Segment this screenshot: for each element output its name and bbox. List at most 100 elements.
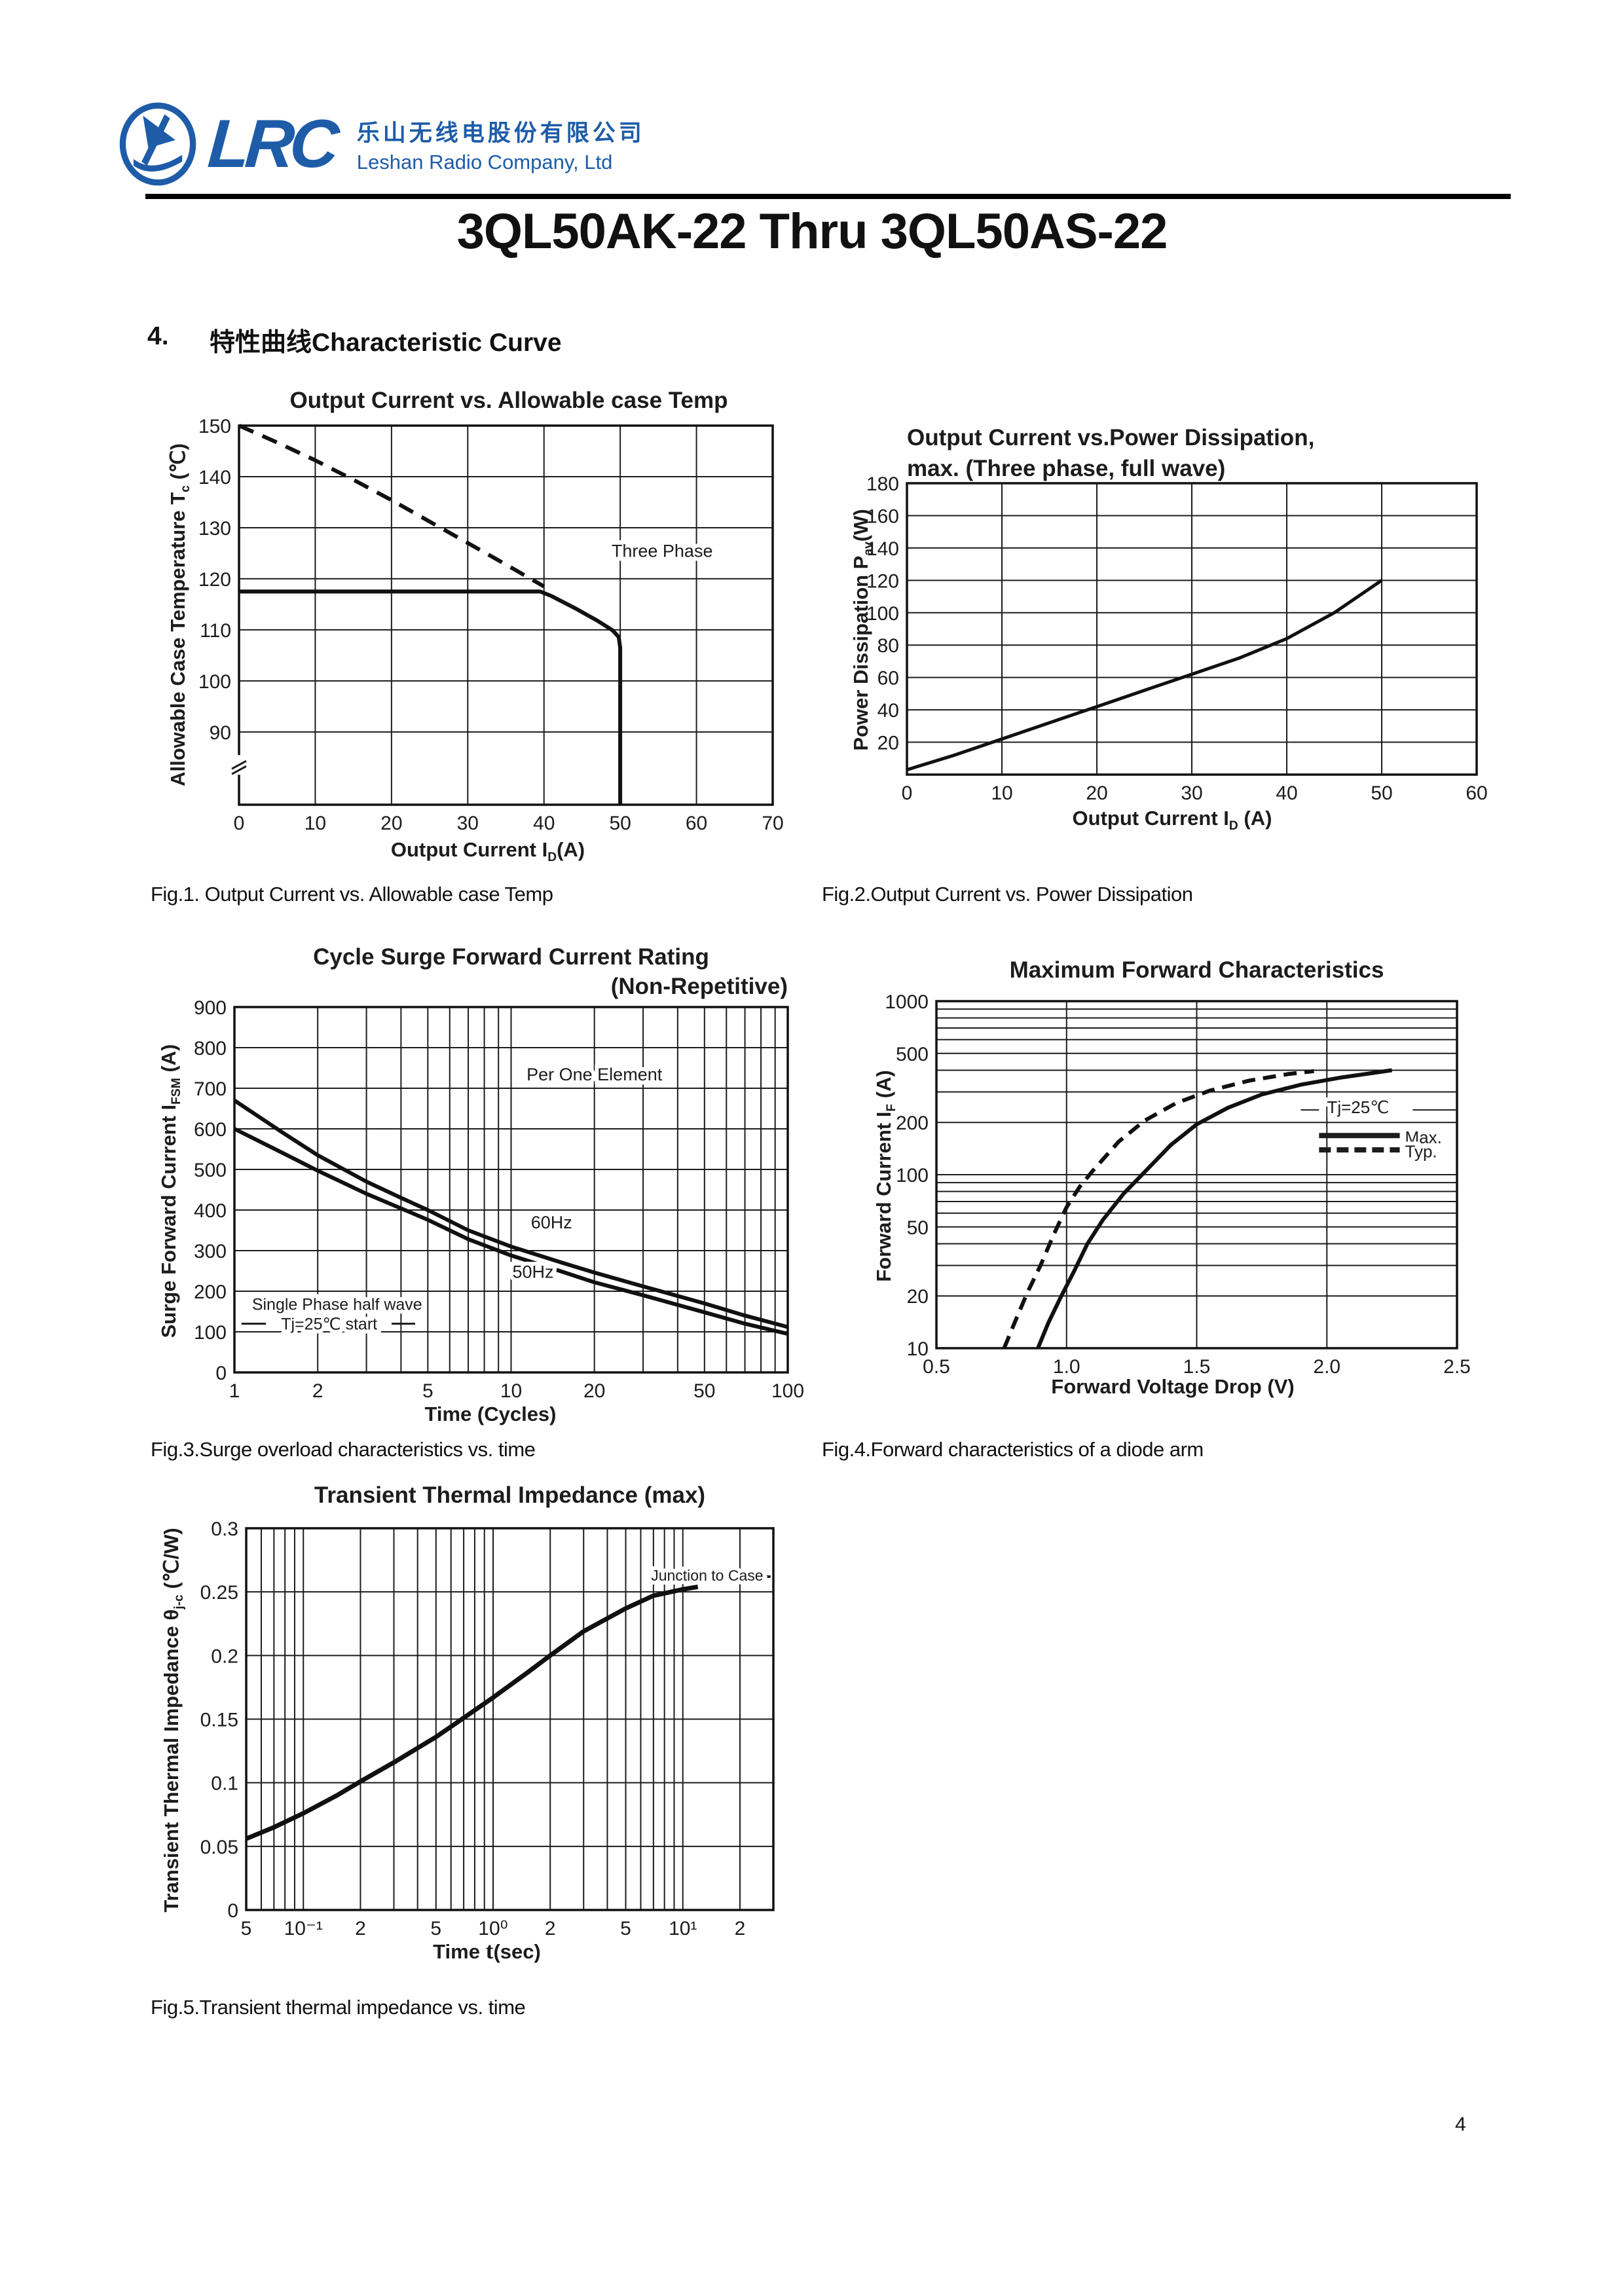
- y-tick-label: 0.15: [200, 1710, 238, 1731]
- y-tick-label: 100: [194, 1322, 227, 1344]
- x-tick-label: 10⁰: [478, 1918, 507, 1939]
- fig3-chart-subtitle: (Non-Repetitive): [610, 974, 788, 999]
- x-tick-label: 40: [1276, 782, 1297, 804]
- x-tick-label: 1.5: [1183, 1356, 1211, 1378]
- y-tick-label: 140: [866, 538, 899, 560]
- y-tick-label: 200: [896, 1112, 929, 1134]
- plot-border: [935, 1000, 1458, 1349]
- x-tick-label: 2.5: [1443, 1356, 1471, 1378]
- lrc-logo-icon: [119, 102, 196, 186]
- page-number: 4: [1455, 2114, 1466, 2135]
- y-tick-label: 20: [907, 1286, 929, 1308]
- three-phase-limit-solid: [239, 589, 623, 805]
- fig3-x-axis-label: Time (Cycles): [424, 1403, 557, 1425]
- thermal-impedance-curve: [245, 1584, 699, 1841]
- y-tick-label: 120: [866, 570, 899, 592]
- plot-border: [233, 1006, 789, 1374]
- plot-border: [238, 424, 774, 806]
- y-tick-label: 160: [866, 505, 899, 527]
- y-tick-label: 20: [877, 733, 899, 754]
- fig3-chart: 1 2 5 10 20 50 100 0 100 200 300 400 500 600 700 800 900…: [194, 997, 804, 1402]
- fig5-x-axis-label: Time t(sec): [433, 1937, 541, 1964]
- fig1-chart-title: Output Current vs. Allowable case Temp: [289, 388, 728, 413]
- y-tick-label: 80: [877, 635, 899, 657]
- x-tick-label: 20: [1086, 782, 1107, 804]
- lrc-wordmark: LRC: [205, 106, 337, 182]
- fig4-y-axis-label: Forward Current IF (A): [872, 1070, 899, 1282]
- y-tick-label: 120: [198, 569, 231, 591]
- x-tick-label: 5: [422, 1380, 434, 1402]
- y-tick-label: 0.05: [200, 1837, 238, 1858]
- fig4-chart-title: Maximum Forward Characteristics: [1009, 957, 1384, 983]
- y-tick-label: 0.2: [211, 1645, 238, 1667]
- header-logo: LRC 乐山无线电股份有限公司 Leshan Radio Company, Lt…: [117, 100, 645, 189]
- y-tick-label: 0: [227, 1900, 238, 1922]
- axis-break-mark: [231, 760, 247, 770]
- x-tick-label: 20: [583, 1380, 605, 1402]
- y-tick-label: 0.1: [211, 1773, 238, 1795]
- y-tick-label: 90: [210, 722, 231, 744]
- x-tick-label: 40: [533, 813, 555, 834]
- fig2-y-axis-label: Power Dissipation Pav(W): [849, 509, 876, 751]
- y-tick-label: 500: [194, 1160, 227, 1181]
- power-dissipation-curve: [906, 579, 1383, 771]
- x-tick-label: 100: [771, 1380, 804, 1402]
- y-tick-label: 40: [877, 700, 899, 722]
- axis-break-mark: [231, 765, 247, 775]
- x-tick-label: 60: [1466, 782, 1487, 804]
- y-tick-label: 110: [200, 620, 231, 642]
- x-tick-label: 5: [430, 1918, 441, 1939]
- fig4-chart: 0.5 1.0 1.5 2.0 2.5 10 20 50 100 200 500 1000 Tj=25℃…: [885, 991, 1471, 1378]
- y-tick-label: 900: [194, 997, 227, 1019]
- section-heading: 4. 特性曲线Characteristic Curve: [147, 322, 562, 359]
- fig5-chart-title: Transient Thermal Impedance (max): [314, 1482, 706, 1508]
- fig5-y-axis-label: Transient Thermal Impedance θj-c (℃/W): [160, 1528, 187, 1913]
- annotation: Max.: [1405, 1128, 1442, 1147]
- x-tick-label: 30: [1181, 782, 1202, 804]
- y-tick-label: 50: [907, 1217, 929, 1239]
- x-tick-label: 70: [762, 813, 783, 834]
- x-tick-label: 10¹: [669, 1918, 697, 1939]
- plot-border: [906, 482, 1478, 776]
- annotation: 60Hz: [531, 1213, 572, 1232]
- x-tick-label: 50: [1371, 782, 1392, 804]
- y-tick-label: 300: [194, 1241, 227, 1262]
- company-name-english: Leshan Radio Company, Ltd: [356, 150, 613, 174]
- x-tick-label: 10⁻¹: [284, 1918, 323, 1939]
- y-tick-label: 500: [896, 1044, 929, 1065]
- fig3-y-axis-label: Surge Forward Current IFSM (A): [157, 1044, 184, 1338]
- header-rule: [145, 194, 1511, 199]
- x-tick-label: 2.0: [1313, 1356, 1340, 1378]
- page-title: 3QL50AK-22 Thru 3QL50AS-22: [456, 204, 1168, 259]
- surge-60hz-curve: [233, 1099, 788, 1329]
- fig2-x-axis-label: Output Current ID (A): [1072, 807, 1272, 834]
- x-tick-label: 2: [312, 1380, 323, 1402]
- x-tick-label: 50: [693, 1380, 715, 1402]
- y-tick-label: 100: [896, 1165, 929, 1186]
- annotation: Tj=25℃ start: [281, 1315, 377, 1333]
- fig2-caption: Fig.2.Output Current vs. Power Dissipati…: [822, 883, 1193, 906]
- fig3-chart-title: Cycle Surge Forward Current Rating: [313, 944, 709, 970]
- annotation: 50Hz: [512, 1262, 553, 1282]
- y-tick-label: 0.3: [211, 1518, 238, 1540]
- company-name-chinese: 乐山无线电股份有限公司: [356, 120, 645, 146]
- x-tick-label: 2: [735, 1918, 746, 1939]
- fig3-caption: Fig.3.Surge overload characteristics vs.…: [151, 1438, 536, 1461]
- x-tick-label: 30: [457, 813, 479, 834]
- x-tick-label: 5: [241, 1918, 252, 1939]
- y-tick-label: 130: [198, 518, 231, 540]
- x-tick-label: 2: [355, 1918, 366, 1939]
- annotation: Three Phase: [612, 541, 713, 560]
- y-tick-label: 800: [194, 1038, 227, 1059]
- y-tick-label: 140: [198, 467, 231, 488]
- fig1-x-axis-label: Output Current ID(A): [390, 838, 585, 865]
- y-tick-label: 200: [194, 1281, 227, 1303]
- forward-max-solid: [1036, 1068, 1393, 1349]
- fig4-x-axis-label: Forward Voltage Drop (V): [1051, 1375, 1295, 1398]
- fig1-y-axis-label: Allowable Case Temperature Tc (℃): [166, 443, 193, 786]
- x-tick-label: 10: [304, 813, 326, 834]
- y-tick-label: 0.25: [200, 1582, 238, 1604]
- x-tick-label: 0: [234, 813, 245, 834]
- fig1-caption: Fig.1. Output Current vs. Allowable case…: [151, 883, 553, 906]
- y-tick-label: 60: [877, 668, 899, 689]
